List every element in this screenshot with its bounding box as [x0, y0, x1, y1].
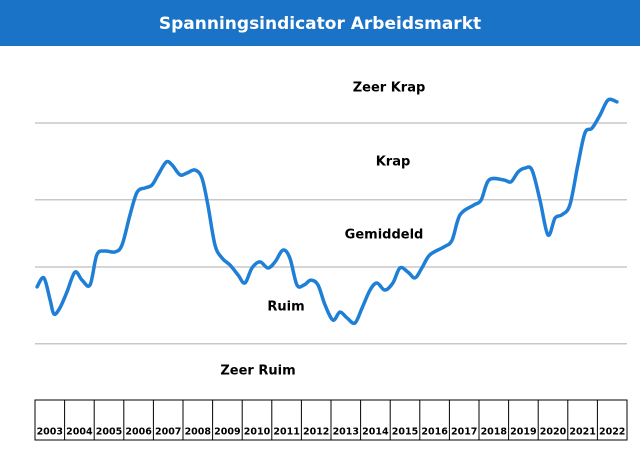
x-tick-label: 2020	[540, 427, 567, 438]
x-tick-label: 2013	[333, 427, 359, 438]
x-tick-label: 2003	[37, 427, 63, 438]
x-tick-label: 2012	[303, 427, 329, 438]
x-tick-label: 2014	[362, 427, 389, 438]
x-tick-label: 2017	[451, 427, 477, 438]
x-tick-label: 2021	[569, 427, 595, 438]
zone-label: Zeer Ruim	[220, 364, 295, 379]
x-tick-label: 2008	[185, 427, 212, 438]
zone-label: Ruim	[267, 300, 304, 315]
chart-title: Spanningsindicator Arbeidsmarkt	[159, 14, 481, 34]
x-tick-label: 2010	[244, 427, 271, 438]
x-tick-label: 2006	[125, 427, 152, 438]
x-tick-label: 2015	[392, 427, 418, 438]
x-tick-label: 2018	[481, 427, 508, 438]
x-tick-label: 2016	[421, 427, 448, 438]
title-bar	[0, 0, 640, 46]
x-tick-label: 2005	[96, 427, 122, 438]
x-tick-label: 2009	[214, 427, 240, 438]
x-tick-label: 2011	[273, 427, 299, 438]
x-tick-label: 2022	[599, 427, 625, 438]
zone-label: Gemiddeld	[345, 228, 424, 243]
x-tick-label: 2019	[510, 427, 536, 438]
data-line	[35, 97, 619, 326]
zone-label: Zeer Krap	[353, 81, 426, 96]
zone-label: Krap	[376, 155, 411, 170]
x-tick-label: 2004	[66, 427, 93, 438]
x-tick-label: 2007	[155, 427, 181, 438]
